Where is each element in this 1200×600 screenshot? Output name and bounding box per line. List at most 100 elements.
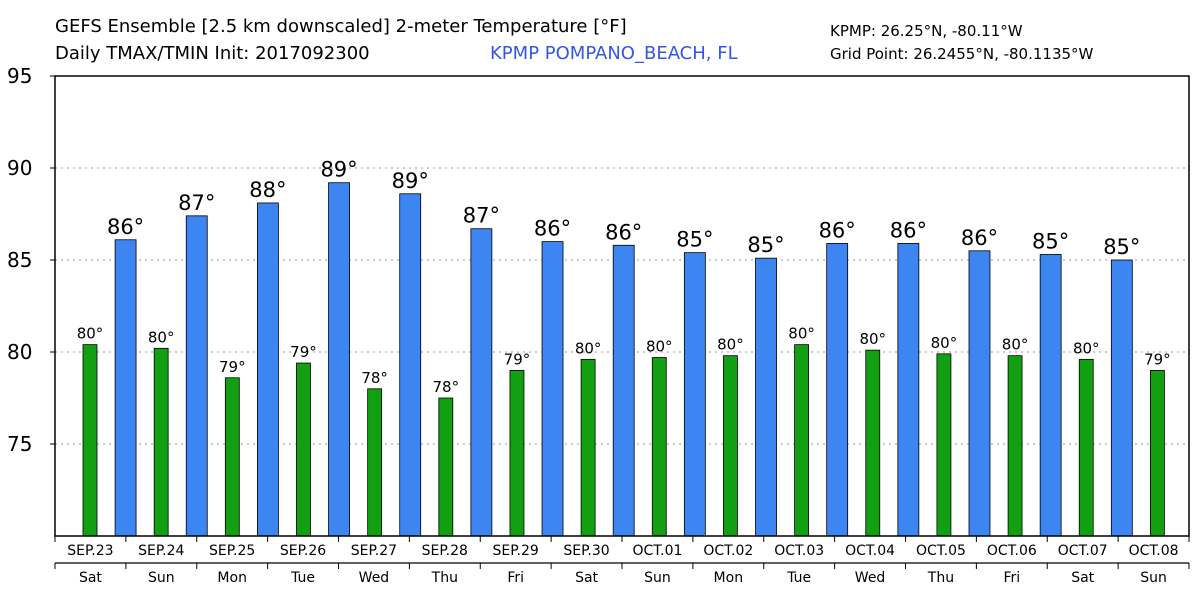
- x-weekday-label: Tue: [786, 570, 811, 586]
- tmin-bar: [723, 355, 738, 537]
- tmin-value-label: 80°: [148, 328, 175, 346]
- x-weekday-label: Wed: [855, 570, 886, 586]
- tmax-bar: [826, 243, 849, 537]
- tmin-value-label: 80°: [646, 338, 673, 356]
- x-weekday-label: Thu: [431, 570, 458, 586]
- tmax-value-label: 86°: [890, 218, 927, 242]
- x-weekday-label: Thu: [927, 570, 954, 586]
- x-weekday-label: Sat: [575, 570, 598, 586]
- tmax-value-label: 86°: [534, 217, 571, 241]
- tmin-value-label: 80°: [788, 325, 815, 343]
- x-weekday-label: Tue: [290, 570, 315, 586]
- tmin-value-label: 79°: [504, 350, 531, 368]
- x-tick-label: SEP.28: [422, 543, 468, 559]
- x-tick-label: OCT.03: [774, 543, 824, 559]
- chart-title: GEFS Ensemble [2.5 km downscaled] 2-mete…: [55, 16, 627, 37]
- x-tick-label: SEP.29: [493, 543, 539, 559]
- x-weekday-label: Wed: [359, 570, 390, 586]
- tmin-value-label: 80°: [1002, 336, 1029, 354]
- x-tick-label: SEP.24: [138, 543, 184, 559]
- tmin-bar: [224, 377, 240, 537]
- y-tick-label: 85: [7, 248, 32, 272]
- tmax-bar: [541, 241, 564, 537]
- x-weekday-label: Fri: [507, 570, 524, 586]
- tmax-bar: [328, 182, 350, 537]
- tmax-bar: [755, 257, 777, 537]
- x-tick-label: OCT.01: [632, 543, 682, 559]
- x-weekday-label: Sun: [1140, 570, 1167, 586]
- y-tick-label: 75: [7, 432, 32, 456]
- tmin-bar: [296, 362, 311, 537]
- tmin-value-label: 80°: [717, 336, 744, 354]
- tmax-value-label: 86°: [819, 218, 856, 242]
- tmax-value-label: 85°: [1103, 235, 1140, 259]
- tmax-value-label: 89°: [320, 158, 357, 182]
- tmin-value-label: 78°: [361, 369, 388, 387]
- tmax-bar: [114, 239, 137, 537]
- y-tick-label: 90: [7, 156, 32, 180]
- x-tick-label: SEP.25: [209, 543, 255, 559]
- grid-point-coordinates: Grid Point: 26.2455°N, -80.1135°W: [830, 45, 1094, 63]
- tmin-bar: [1078, 358, 1094, 537]
- tmin-bar: [1007, 355, 1023, 537]
- x-tick-label: SEP.30: [563, 543, 609, 559]
- chart-subtitle: Daily TMAX/TMIN Init: 2017092300: [55, 43, 370, 64]
- x-tick-label: SEP.23: [67, 543, 113, 559]
- x-weekday-label: Sun: [148, 570, 175, 586]
- x-tick-label: OCT.07: [1058, 543, 1108, 559]
- y-tick-label: 80: [7, 340, 32, 364]
- tmax-value-label: 85°: [1032, 229, 1069, 253]
- tmax-value-label: 87°: [178, 191, 215, 215]
- tmax-value-label: 86°: [107, 215, 144, 239]
- tmax-bar: [683, 252, 706, 537]
- y-tick-label: 95: [7, 64, 32, 88]
- tmin-bar: [865, 349, 881, 537]
- tmin-value-label: 80°: [575, 339, 602, 357]
- tmax-bar: [399, 193, 422, 537]
- tmax-value-label: 86°: [605, 220, 642, 244]
- tmax-value-label: 85°: [747, 233, 784, 257]
- x-weekday-label: Sun: [644, 570, 671, 586]
- tmax-value-label: 87°: [463, 204, 500, 228]
- tmin-value-label: 78°: [433, 378, 460, 396]
- tmax-bar: [897, 243, 920, 537]
- tmin-value-label: 79°: [290, 343, 317, 361]
- x-weekday-label: Fri: [1003, 570, 1020, 586]
- tmin-bar: [1150, 369, 1165, 537]
- tmin-value-label: 79°: [219, 358, 246, 376]
- tmin-value-label: 80°: [859, 330, 886, 348]
- tmin-value-label: 80°: [77, 325, 104, 343]
- tmin-value-label: 80°: [931, 334, 958, 352]
- tmin-bar: [936, 353, 952, 537]
- tmax-bar: [968, 250, 991, 537]
- x-tick-label: OCT.06: [987, 543, 1037, 559]
- tmax-bar: [256, 202, 279, 537]
- tmax-bar: [1110, 259, 1133, 537]
- tmax-value-label: 86°: [961, 226, 998, 250]
- tmin-bar: [794, 344, 809, 537]
- x-tick-label: OCT.04: [845, 543, 895, 559]
- tmin-bar: [509, 369, 525, 537]
- tmin-bar: [580, 358, 596, 537]
- tmax-bar: [470, 228, 493, 537]
- tmin-bar: [438, 397, 454, 537]
- x-tick-label: OCT.02: [703, 543, 753, 559]
- x-tick-label: SEP.27: [351, 543, 397, 559]
- x-tick-label: OCT.05: [916, 543, 966, 559]
- tmin-value-label: 79°: [1144, 350, 1171, 368]
- tmax-bar: [1039, 254, 1062, 537]
- tmin-bar: [153, 347, 169, 537]
- station-coordinates: KPMP: 26.25°N, -80.11°W: [830, 22, 1023, 40]
- tmax-bar: [185, 215, 208, 537]
- x-tick-label: SEP.26: [280, 543, 326, 559]
- tmin-bar: [651, 357, 667, 537]
- tmax-value-label: 85°: [676, 228, 713, 252]
- tmax-value-label: 88°: [249, 178, 286, 202]
- tmin-value-label: 80°: [1073, 339, 1100, 357]
- x-weekday-label: Mon: [714, 570, 744, 586]
- tmax-bar: [612, 244, 635, 537]
- x-tick-label: OCT.08: [1129, 543, 1179, 559]
- tmax-value-label: 89°: [392, 169, 429, 193]
- x-weekday-label: Sat: [1071, 570, 1094, 586]
